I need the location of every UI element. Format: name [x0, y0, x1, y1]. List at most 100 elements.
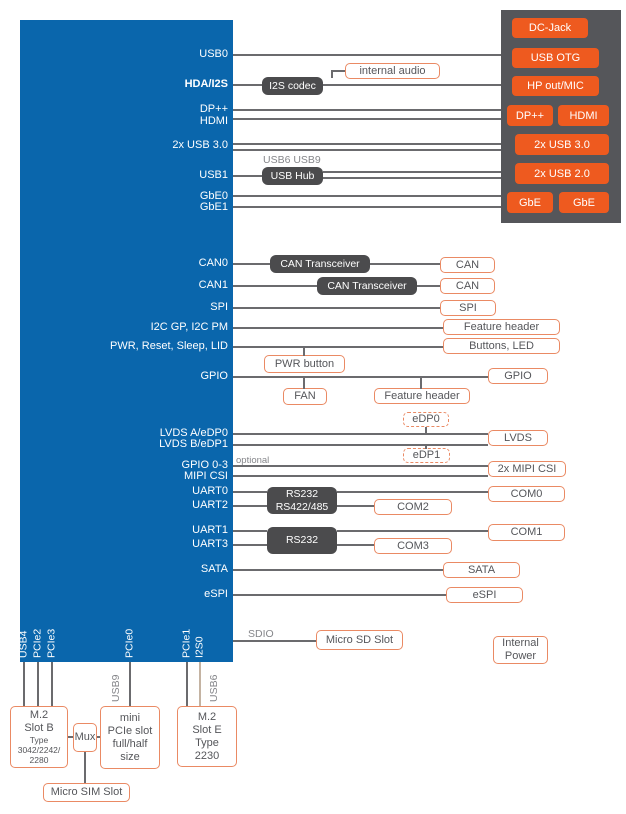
line-gpio	[233, 376, 488, 378]
connector-micro-sd-slot: Micro SD Slot	[316, 630, 403, 650]
connector-internal-power: Internal Power	[493, 636, 548, 664]
chip-rs232: RS232	[267, 527, 337, 554]
line-lvds-b	[233, 444, 488, 446]
line-edp0-stub	[425, 427, 427, 434]
connector-sata: SATA	[443, 562, 520, 578]
line-pcie1-down	[186, 662, 188, 706]
line-sata	[233, 569, 443, 571]
connector-spi: SPI	[440, 300, 496, 316]
line-uart1	[233, 530, 267, 532]
line-hdmi	[233, 118, 501, 120]
port-hdmi: HDMI	[199, 115, 228, 127]
line-uart0	[233, 491, 267, 493]
soc-block	[20, 20, 233, 662]
port-mipi: MIPI CSI	[183, 470, 228, 482]
line-usb4-down	[23, 662, 25, 706]
line-can0-left	[233, 263, 270, 265]
port-hda-i2s: HDA/I2S	[184, 78, 228, 90]
port-pcie3: PCIe3	[45, 628, 58, 658]
rear-io-panel: DC-Jack USB OTG HP out/MIC DP++ HDMI 2x …	[501, 10, 621, 223]
connector-com0: COM0	[488, 486, 565, 502]
port-espi: eSPI	[204, 588, 228, 600]
line-hda-left	[233, 84, 262, 86]
line-m2b-mux	[68, 736, 73, 738]
port-gpio03: GPIO 0-3	[181, 459, 228, 471]
line-gbe0	[233, 195, 501, 197]
connector-can-1: CAN	[440, 278, 495, 294]
slot-m2-b-title: M.2 Slot B	[24, 709, 54, 734]
io-hp-out-mic: HP out/MIC	[512, 76, 599, 96]
port-pwr: PWR, Reset, Sleep, LID	[110, 340, 228, 352]
io-dc-jack: DC-Jack	[512, 18, 588, 38]
label-hub-ports: USB6 USB9	[263, 154, 321, 166]
io-hdmi: HDMI	[558, 105, 609, 126]
line-pcie2-down	[37, 662, 39, 706]
connector-pwr-button: PWR button	[264, 355, 345, 373]
line-internal-audio-drop	[331, 70, 333, 78]
connector-lvds: LVDS	[488, 430, 548, 446]
line-pwr-button-drop	[303, 346, 305, 356]
port-usb3: 2x USB 3.0	[172, 139, 228, 151]
line-gbe1	[233, 206, 501, 208]
port-dp: DP++	[199, 103, 228, 115]
line-usb1	[233, 175, 262, 177]
connector-feature-header-a: Feature header	[443, 319, 560, 335]
port-spi: SPI	[210, 301, 228, 313]
connector-internal-audio: internal audio	[345, 63, 440, 79]
line-com3	[337, 544, 374, 546]
chip-can-transceiver-1: CAN Transceiver	[317, 277, 417, 295]
chip-rs232-rs422-485: RS232 RS422/485	[267, 487, 337, 514]
line-lvds-a	[233, 433, 488, 435]
port-uart1: UART1	[192, 524, 228, 536]
line-feature-header-drop	[420, 376, 422, 389]
line-usb3-b	[233, 149, 501, 151]
line-internal-audio	[331, 70, 345, 72]
connector-buttons-led: Buttons, LED	[443, 338, 560, 354]
connector-can-0: CAN	[440, 257, 495, 273]
line-usb0	[233, 54, 501, 56]
line-can1-left	[233, 285, 317, 287]
io-usb-otg: USB OTG	[512, 48, 599, 68]
slot-m2-b-subtitle: Type 3042/2242/ 2280	[17, 735, 61, 765]
connector-edp0: eDP0	[403, 412, 449, 427]
line-usb3-a	[233, 143, 501, 145]
line-pwr	[233, 346, 443, 348]
line-can0-right	[370, 263, 440, 265]
connector-com2: COM2	[374, 499, 452, 515]
connector-fan: FAN	[283, 388, 327, 405]
port-i2s0: I2S0	[193, 636, 206, 658]
line-com0	[337, 491, 488, 493]
chip-i2s-codec: I2S codec	[262, 77, 323, 95]
line-com1	[337, 530, 488, 532]
io-2x-usb30: 2x USB 3.0	[515, 134, 609, 155]
port-usb0: USB0	[199, 48, 228, 60]
io-gbe-b: GbE	[559, 192, 609, 213]
slot-mini-pcie: mini PCIe slot full/half size	[100, 706, 160, 769]
line-edp1-stub	[425, 444, 427, 449]
line-mipi	[233, 475, 488, 477]
port-lvds-b: LVDS B/eDP1	[159, 438, 228, 450]
connector-2x-mipi-csi: 2x MIPI CSI	[488, 461, 566, 477]
port-lvds-a: LVDS A/eDP0	[159, 427, 228, 439]
connector-espi: eSPI	[446, 587, 523, 603]
port-gbe1: GbE1	[199, 201, 228, 213]
line-spi	[233, 307, 440, 309]
line-fan-drop	[303, 376, 305, 389]
label-sdio: SDIO	[248, 628, 274, 640]
label-usb9: USB9	[110, 674, 122, 702]
slot-m2-b: M.2 Slot B Type 3042/2242/ 2280	[10, 706, 68, 768]
line-sdio	[233, 640, 316, 642]
port-uart0: UART0	[192, 485, 228, 497]
label-optional: optional	[236, 455, 270, 466]
port-pcie2: PCIe2	[31, 628, 44, 658]
port-can1: CAN1	[198, 279, 228, 291]
line-i2c	[233, 327, 443, 329]
label-usb6: USB6	[208, 674, 220, 702]
connector-edp1: eDP1	[403, 448, 450, 463]
port-gbe0: GbE0	[199, 190, 228, 202]
slot-m2-e: M.2 Slot E Type 2230	[177, 706, 237, 767]
line-uart2	[233, 505, 267, 507]
io-2x-usb20: 2x USB 2.0	[515, 163, 609, 184]
port-pcie0: PCIe0	[123, 628, 136, 658]
